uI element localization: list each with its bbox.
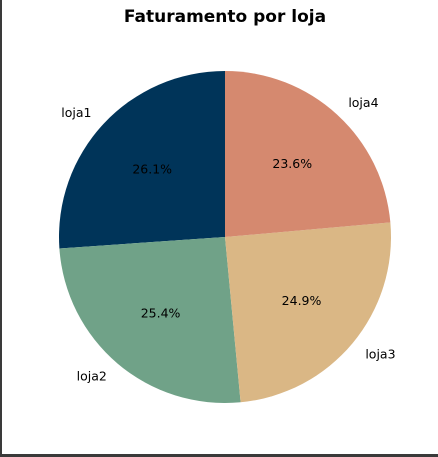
pie-slice-loja4	[225, 71, 391, 237]
pct-label-loja3: 24.9%	[282, 293, 322, 308]
slice-label-loja1: loja1	[61, 105, 91, 120]
pct-label-loja1: 26.1%	[132, 162, 172, 177]
pct-label-loja2: 25.4%	[141, 305, 181, 320]
slice-label-loja2: loja2	[77, 369, 107, 384]
pie-slices	[58, 71, 391, 403]
chart-title: Faturamento por loja	[124, 7, 326, 27]
slice-label-loja4: loja4	[348, 95, 378, 110]
pie-slice-loja3	[225, 222, 391, 403]
pie-labels: 26.1% loja1 25.4% loja2 24.9% loja3 23.6% loja4	[61, 95, 395, 384]
slice-label-loja3: loja3	[365, 346, 395, 361]
pct-label-loja4: 23.6%	[272, 156, 312, 171]
pie-slice-loja1	[58, 71, 226, 249]
pie-slice-loja2	[59, 237, 241, 403]
